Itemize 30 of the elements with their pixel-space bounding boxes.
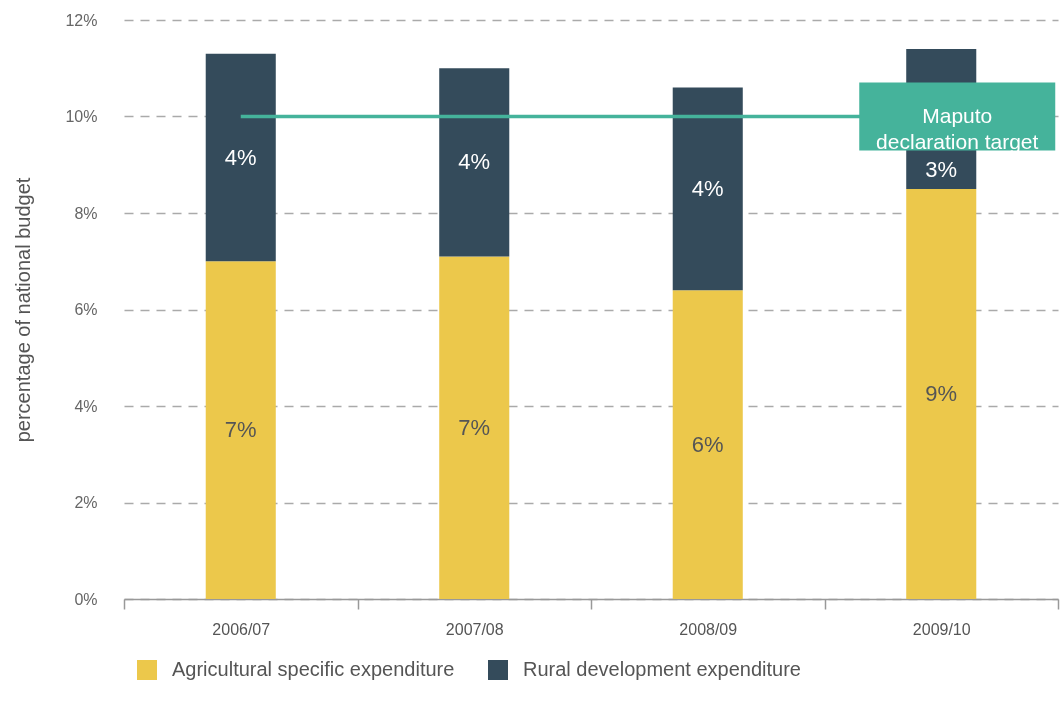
bar [439, 256, 510, 599]
bar [205, 261, 276, 599]
y-tick-label: 0% [74, 590, 98, 608]
bar [672, 290, 743, 599]
y-axis-title: percentage of national budget [11, 177, 34, 443]
ref-line-label: Maputo declaration target [876, 103, 1039, 153]
y-tick-label: 2% [74, 494, 98, 511]
x-tick-label: 2008/09 [679, 620, 738, 638]
data-label: 4% [458, 149, 491, 175]
y-tick-label: 8% [74, 204, 98, 222]
data-label: 7% [458, 414, 491, 440]
bar [439, 68, 510, 257]
data-label: 4% [691, 175, 724, 201]
x-tick-label: 2006/07 [212, 620, 271, 638]
bar [906, 188, 977, 599]
data-label: 3% [925, 156, 958, 182]
y-tick-label: 10% [65, 108, 98, 125]
data-label: 6% [691, 431, 724, 457]
x-tick-label: 2009/10 [912, 620, 971, 638]
y-tick-label: 12% [65, 11, 98, 29]
data-label: 9% [925, 380, 958, 406]
bar [205, 53, 276, 262]
y-tick-label: 4% [74, 397, 98, 415]
legend-label: Rural development expenditure [523, 658, 801, 680]
y-tick-label: 6% [74, 301, 98, 318]
legend-label: Agricultural specific expenditure [172, 658, 455, 680]
data-label: 7% [224, 417, 257, 443]
data-label: 4% [224, 144, 257, 170]
x-tick-label: 2007/08 [445, 620, 504, 638]
bar [672, 87, 743, 291]
